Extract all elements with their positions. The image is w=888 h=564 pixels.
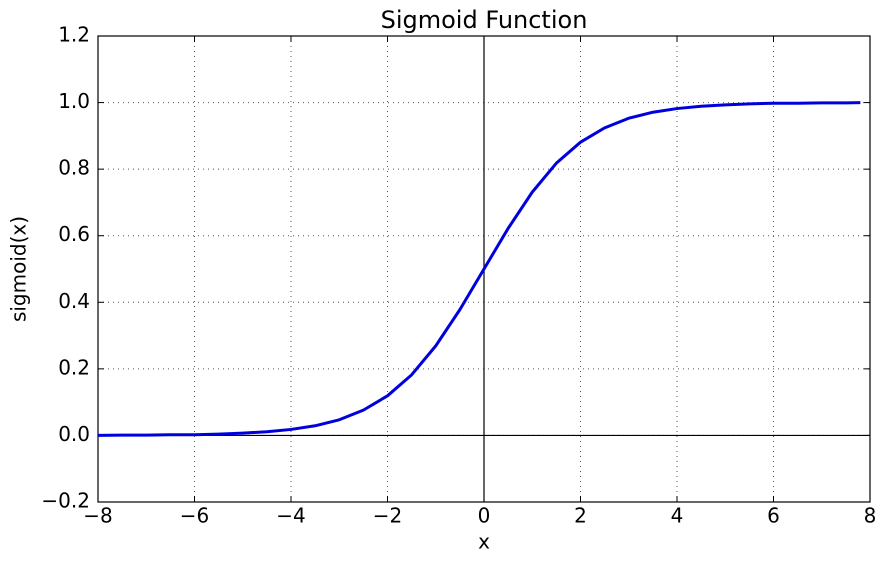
x-tick-label: 6 — [767, 504, 780, 528]
x-tick-label: 8 — [864, 504, 877, 528]
y-tick-label: 0.2 — [58, 355, 90, 379]
plot-frame — [97, 35, 871, 503]
x-tick-label: −8 — [83, 504, 112, 528]
y-tick-label: 1.0 — [58, 89, 90, 113]
y-axis-label: sigmoid(x) — [7, 216, 31, 322]
x-tick-label: −6 — [180, 504, 209, 528]
data-line — [97, 101, 861, 437]
y-tick-label: 0.8 — [58, 156, 90, 180]
y-tick-label: 0.4 — [58, 289, 90, 313]
x-tick-label: −4 — [276, 504, 305, 528]
y-tick-label: 0.0 — [58, 422, 90, 446]
x-tick-label: 4 — [671, 504, 684, 528]
y-tick-label: −0.2 — [41, 489, 90, 513]
x-tick-label: −2 — [373, 504, 402, 528]
chart-title: Sigmoid Function — [381, 6, 588, 34]
y-tick-label: 0.6 — [58, 222, 90, 246]
x-tick-label: 2 — [574, 504, 587, 528]
x-tick-label: 0 — [478, 504, 491, 528]
x-axis-label: x — [478, 530, 490, 554]
y-tick-label: 1.2 — [58, 23, 90, 47]
